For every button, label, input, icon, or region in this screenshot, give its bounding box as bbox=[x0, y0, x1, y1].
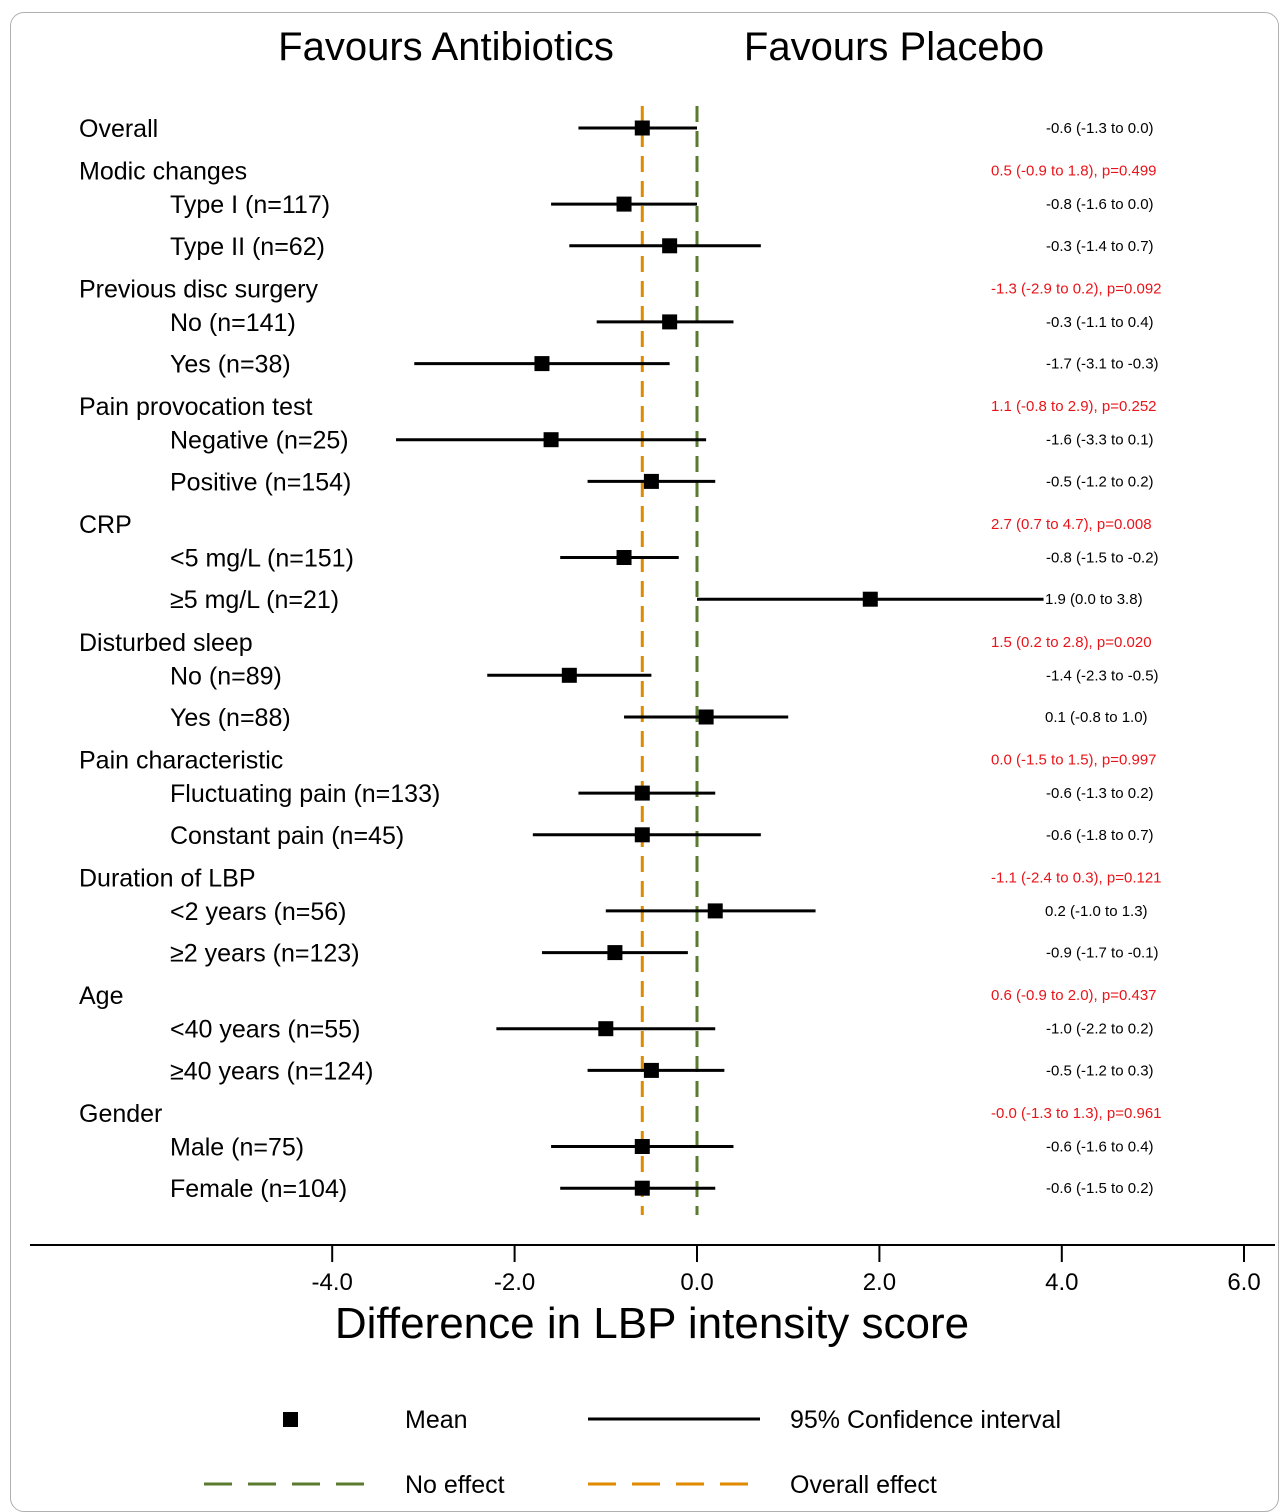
x-tick-label-2: 0.0 bbox=[680, 1269, 713, 1296]
estimate-text-yes-n-88-15: 0.1 (-0.8 to 1.0) bbox=[1045, 709, 1148, 726]
row-label-duration-of-lbp-19: Duration of LBP bbox=[79, 864, 256, 892]
x-tick-label-5: 6.0 bbox=[1227, 1269, 1260, 1296]
row-label-disturbed-sleep-13: Disturbed sleep bbox=[79, 629, 253, 657]
interaction-estimate-pain-provocation-test-7: 1.1 (-0.8 to 2.9), p=0.252 bbox=[991, 398, 1157, 415]
mean-marker-no-n-89-14 bbox=[561, 667, 577, 683]
x-tick-label-4: 4.0 bbox=[1045, 1269, 1078, 1296]
estimate-text-female-n-104-27: -0.6 (-1.5 to 0.2) bbox=[1046, 1180, 1154, 1197]
row-label-5-mg-l-n-21-12: ≥5 mg/L (n=21) bbox=[170, 586, 339, 614]
estimate-text-5-mg-l-n-21-12: 1.9 (0.0 to 3.8) bbox=[1045, 591, 1143, 608]
row-label-female-n-104-27: Female (n=104) bbox=[170, 1175, 347, 1203]
interaction-estimate-disturbed-sleep-13: 1.5 (0.2 to 2.8), p=0.020 bbox=[991, 634, 1152, 651]
row-label-modic-changes-1: Modic changes bbox=[79, 158, 247, 186]
mean-marker-male-n-75-26 bbox=[634, 1139, 650, 1154]
estimate-text-fluctuating-pain-n-133-17: -0.6 (-1.3 to 0.2) bbox=[1046, 785, 1154, 802]
mean-marker-female-n-104-27 bbox=[634, 1180, 650, 1196]
row-label-age-22: Age bbox=[79, 982, 123, 1010]
legend-mean-symbol bbox=[283, 1412, 298, 1427]
row-label-yes-n-38-6: Yes (n=38) bbox=[170, 351, 291, 379]
mean-marker-constant-pain-n-45-18 bbox=[634, 827, 650, 843]
estimate-text-40-years-n-55-23: -1.0 (-2.2 to 0.2) bbox=[1046, 1021, 1154, 1038]
estimate-text-2-years-n-123-21: -0.9 (-1.7 to -0.1) bbox=[1046, 945, 1159, 962]
interaction-estimate-modic-changes-1: 0.5 (-0.9 to 1.8), p=0.499 bbox=[991, 163, 1157, 180]
row-label-2-years-n-123-21: ≥2 years (n=123) bbox=[170, 940, 360, 968]
estimate-text-yes-n-38-6: -1.7 (-3.1 to -0.3) bbox=[1046, 356, 1159, 373]
header-favours-antibiotics: Favours Antibiotics bbox=[278, 25, 614, 69]
legend-no-effect-label: No effect bbox=[405, 1471, 505, 1493]
header-favours-placebo: Favours Placebo bbox=[744, 25, 1044, 69]
estimate-text-male-n-75-26: -0.6 (-1.6 to 0.4) bbox=[1046, 1139, 1154, 1156]
row-label-no-n-141-5: No (n=141) bbox=[170, 309, 296, 337]
row-label-2-years-n-56-20: <2 years (n=56) bbox=[170, 898, 347, 926]
mean-marker-yes-n-38-6 bbox=[534, 356, 550, 372]
estimate-text-no-n-141-5: -0.3 (-1.1 to 0.4) bbox=[1046, 314, 1154, 331]
row-label-gender-25: Gender bbox=[79, 1100, 162, 1128]
estimate-text-constant-pain-n-45-18: -0.6 (-1.8 to 0.7) bbox=[1046, 827, 1154, 844]
mean-marker-overall-0 bbox=[634, 120, 650, 136]
estimate-text-negative-n-25-8: -1.6 (-3.3 to 0.1) bbox=[1046, 432, 1154, 449]
mean-marker-2-years-n-123-21 bbox=[607, 945, 623, 961]
mean-marker-type-ii-n-62-3 bbox=[662, 238, 678, 254]
estimate-text-type-ii-n-62-3: -0.3 (-1.4 to 0.7) bbox=[1046, 238, 1154, 255]
forest-rows: Overall -0.6 (-1.3 to 0.0) Modic changes 0.… bbox=[79, 115, 1162, 1203]
row-label-40-years-n-55-23: <40 years (n=55) bbox=[170, 1016, 360, 1044]
estimate-text-positive-n-154-9: -0.5 (-1.2 to 0.2) bbox=[1046, 473, 1154, 490]
x-tick-label-3: 2.0 bbox=[863, 1269, 896, 1296]
interaction-estimate-crp-10: 2.7 (0.7 to 4.7), p=0.008 bbox=[991, 516, 1152, 533]
mean-marker-5-mg-l-n-151-11 bbox=[616, 550, 632, 565]
row-label-yes-n-88-15: Yes (n=88) bbox=[170, 704, 291, 732]
x-tick-label-1: -2.0 bbox=[494, 1269, 535, 1296]
row-label-5-mg-l-n-151-11: <5 mg/L (n=151) bbox=[170, 545, 354, 573]
estimate-text-40-years-n-124-24: -0.5 (-1.2 to 0.3) bbox=[1046, 1062, 1154, 1079]
mean-marker-positive-n-154-9 bbox=[643, 473, 659, 489]
mean-marker-type-i-n-117-2 bbox=[616, 196, 632, 212]
estimate-text-5-mg-l-n-151-11: -0.8 (-1.5 to -0.2) bbox=[1046, 550, 1159, 567]
mean-marker-2-years-n-56-20 bbox=[707, 903, 723, 919]
x-tick-label-0: -4.0 bbox=[312, 1269, 353, 1296]
row-label-no-n-89-14: No (n=89) bbox=[170, 662, 282, 690]
row-label-negative-n-25-8: Negative (n=25) bbox=[170, 427, 349, 455]
row-label-fluctuating-pain-n-133-17: Fluctuating pain (n=133) bbox=[170, 780, 440, 808]
interaction-estimate-gender-25: -0.0 (-1.3 to 1.3), p=0.961 bbox=[991, 1105, 1162, 1122]
estimate-text-type-i-n-117-2: -0.8 (-1.6 to 0.0) bbox=[1046, 196, 1154, 213]
row-label-type-i-n-117-2: Type I (n=117) bbox=[170, 191, 330, 219]
row-label-40-years-n-124-24: ≥40 years (n=124) bbox=[170, 1057, 373, 1085]
row-label-previous-disc-surgery-4: Previous disc surgery bbox=[79, 275, 318, 303]
interaction-estimate-pain-characteristic-16: 0.0 (-1.5 to 1.5), p=0.997 bbox=[991, 752, 1157, 769]
row-label-male-n-75-26: Male (n=75) bbox=[170, 1134, 304, 1162]
row-label-overall-0: Overall bbox=[79, 115, 158, 143]
estimate-text-2-years-n-56-20: 0.2 (-1.0 to 1.3) bbox=[1045, 903, 1148, 920]
row-label-pain-characteristic-16: Pain characteristic bbox=[79, 747, 283, 775]
x-axis-ticks: -4.0 -2.0 0.0 2.0 4.0 6.0 bbox=[312, 1245, 1261, 1296]
mean-marker-negative-n-25-8 bbox=[543, 432, 559, 448]
mean-marker-fluctuating-pain-n-133-17 bbox=[634, 785, 650, 801]
row-label-positive-n-154-9: Positive (n=154) bbox=[170, 468, 351, 496]
legend-ci-label: 95% Confidence interval bbox=[790, 1406, 1061, 1434]
row-label-constant-pain-n-45-18: Constant pain (n=45) bbox=[170, 822, 404, 850]
interaction-estimate-duration-of-lbp-19: -1.1 (-2.4 to 0.3), p=0.121 bbox=[991, 869, 1162, 886]
legend-mean-label: Mean bbox=[405, 1406, 468, 1434]
legend: Mean 95% Confidence interval No effect Over… bbox=[204, 1406, 1061, 1493]
interaction-estimate-previous-disc-surgery-4: -1.3 (-2.9 to 0.2), p=0.092 bbox=[991, 280, 1162, 297]
mean-marker-no-n-141-5 bbox=[662, 314, 678, 330]
row-label-type-ii-n-62-3: Type II (n=62) bbox=[170, 233, 325, 261]
row-label-pain-provocation-test-7: Pain provocation test bbox=[79, 393, 313, 421]
row-label-crp-10: CRP bbox=[79, 511, 132, 539]
mean-marker-yes-n-88-15 bbox=[698, 709, 714, 725]
mean-marker-5-mg-l-n-21-12 bbox=[862, 591, 878, 607]
interaction-estimate-age-22: 0.6 (-0.9 to 2.0), p=0.437 bbox=[991, 987, 1157, 1004]
x-axis-label: Difference in LBP intensity score bbox=[335, 1299, 969, 1348]
estimate-text-overall-0: -0.6 (-1.3 to 0.0) bbox=[1046, 120, 1154, 137]
reference-lines bbox=[640, 106, 699, 1215]
mean-marker-40-years-n-124-24 bbox=[643, 1062, 659, 1078]
mean-marker-40-years-n-55-23 bbox=[598, 1021, 614, 1037]
legend-overall-effect-label: Overall effect bbox=[790, 1471, 937, 1493]
estimate-text-no-n-89-14: -1.4 (-2.3 to -0.5) bbox=[1046, 667, 1159, 684]
